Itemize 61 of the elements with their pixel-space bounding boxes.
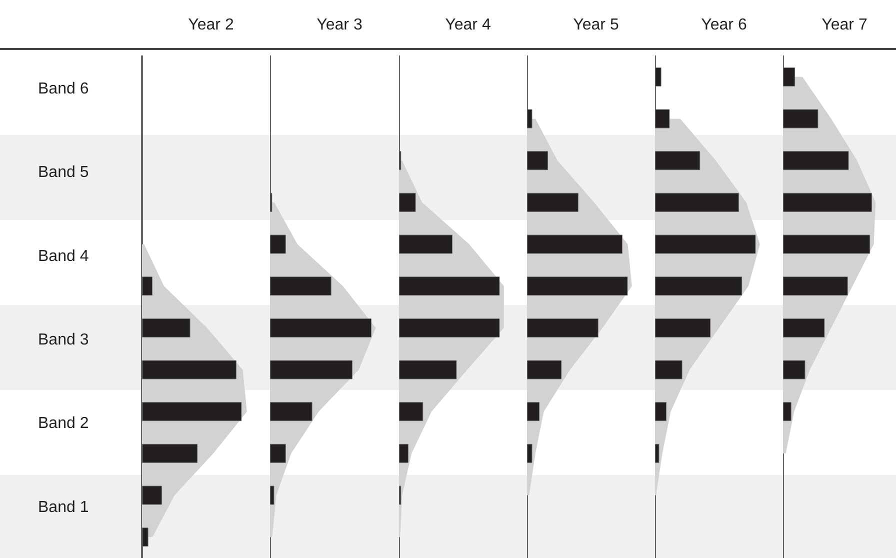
- bar: [142, 318, 190, 338]
- y-tick-label: Band 1: [38, 498, 89, 516]
- bar: [527, 276, 628, 296]
- bar: [399, 192, 416, 212]
- bar: [783, 151, 849, 170]
- bar: [783, 67, 796, 86]
- bar: [655, 109, 670, 128]
- chart-title: Year 4: [445, 16, 491, 34]
- bar: [527, 234, 622, 254]
- bar: [655, 276, 742, 296]
- chart-title: Year 5: [573, 16, 619, 34]
- bar: [527, 444, 532, 463]
- bar: [655, 444, 660, 463]
- bar: [142, 444, 198, 463]
- bar: [270, 402, 312, 422]
- bar: [142, 276, 152, 296]
- bar: [270, 276, 332, 296]
- bar: [399, 444, 408, 463]
- bar: [655, 402, 667, 422]
- bar: [527, 109, 532, 128]
- bar: [399, 360, 457, 380]
- bar: [783, 109, 818, 128]
- bar: [655, 318, 711, 338]
- bar: [783, 234, 870, 254]
- chart-title: Year 7: [822, 16, 868, 34]
- bar: [655, 151, 700, 170]
- bar: [142, 402, 242, 422]
- bar: [655, 67, 662, 86]
- bar: [270, 360, 352, 380]
- bar: [142, 360, 236, 380]
- bar: [783, 360, 806, 380]
- chart-title: Year 6: [701, 16, 747, 34]
- bar: [142, 486, 162, 505]
- bar: [270, 318, 372, 338]
- y-tick-label: Band 2: [38, 415, 89, 432]
- bar: [527, 151, 548, 170]
- bar: [399, 318, 500, 338]
- bar: [783, 276, 848, 296]
- y-tick-label: Band 5: [38, 164, 89, 182]
- bar: [655, 234, 756, 254]
- bar: [783, 192, 872, 212]
- bar: [655, 360, 682, 380]
- bar: [527, 192, 578, 212]
- bar: [527, 402, 540, 422]
- bar: [270, 444, 286, 463]
- bar: [399, 234, 453, 254]
- chart-title: Year 3: [316, 16, 362, 34]
- bar: [783, 402, 792, 422]
- bar: [142, 528, 148, 547]
- y-tick-label: Band 3: [38, 331, 89, 348]
- bar: [270, 486, 274, 505]
- bar: [527, 360, 562, 380]
- y-tick-label: Band 4: [38, 248, 89, 265]
- bar: [399, 402, 424, 422]
- bar: [655, 192, 739, 212]
- chart-title: Year 2: [188, 16, 234, 34]
- bar: [270, 234, 286, 254]
- bar: [527, 318, 598, 338]
- y-tick-label: Band 6: [38, 80, 89, 98]
- bar: [783, 318, 825, 338]
- bar: [399, 276, 500, 296]
